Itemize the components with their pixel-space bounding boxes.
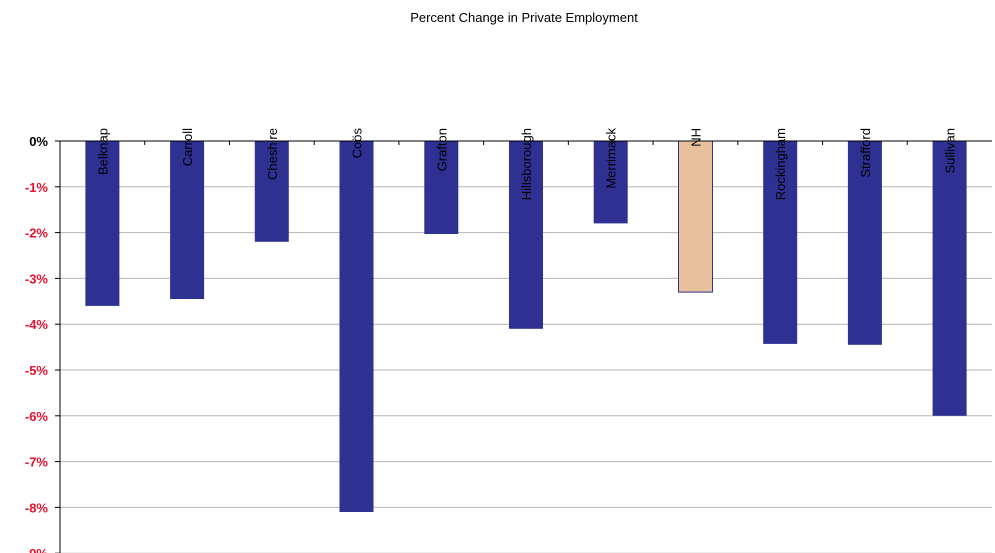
y-tick-label: -7%	[25, 455, 49, 470]
category-label: Belknap	[95, 128, 110, 175]
bar	[509, 141, 543, 329]
y-tick-label: -1%	[25, 180, 49, 195]
bar	[170, 141, 205, 299]
bars	[85, 140, 967, 512]
y-axis-tick-labels: 0% -1% -2% -3% -4% -5% -6% -7% -8% -9%	[25, 134, 49, 553]
y-tick-label: -3%	[25, 271, 49, 286]
category-label: Strafford	[858, 128, 873, 178]
axes	[55, 140, 992, 553]
category-label: Merrimack	[604, 128, 619, 189]
bar	[932, 141, 967, 416]
category-label: Coös	[350, 128, 365, 159]
bar	[763, 141, 798, 344]
y-tick-label: -4%	[25, 317, 49, 332]
category-labels: Belknap Carroll Cheshire Coös Grafton Hillsbo…	[95, 128, 957, 201]
y-tick-label: -6%	[25, 409, 49, 424]
y-tick-label: 0%	[29, 134, 48, 149]
bar	[85, 141, 120, 306]
bar	[593, 141, 628, 224]
y-tick-label: -5%	[25, 363, 49, 378]
category-label: NH	[689, 128, 704, 147]
bar	[678, 140, 713, 293]
category-label: Grafton	[434, 128, 449, 171]
bar	[339, 141, 374, 512]
y-tick-label: -9%	[25, 546, 49, 553]
y-tick-label: -8%	[25, 500, 49, 515]
category-label: Hillsborough	[519, 128, 534, 200]
category-label: Carroll	[180, 128, 195, 166]
bar	[847, 141, 882, 345]
category-label: Rockingham	[773, 128, 788, 200]
category-label: Cheshire	[265, 128, 280, 180]
chart-title: Percent Change in Private Employment	[410, 10, 638, 25]
bar	[254, 141, 289, 242]
y-tick-label: -2%	[25, 226, 49, 241]
category-label: Sullivan	[943, 128, 958, 174]
bar	[424, 141, 459, 234]
